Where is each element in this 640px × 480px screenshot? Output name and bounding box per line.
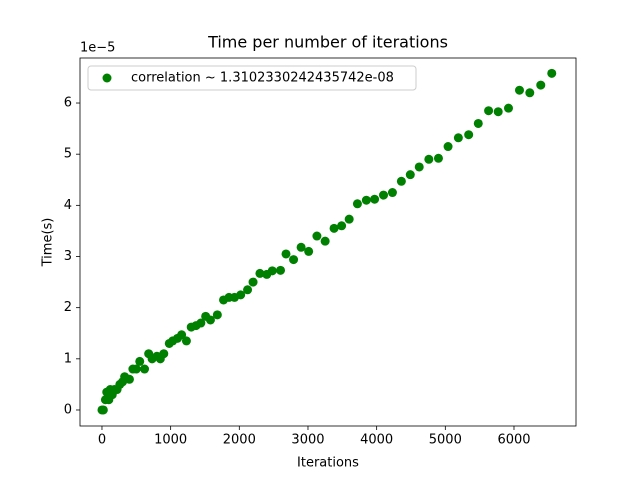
plot-frame xyxy=(79,57,577,427)
scatter-point xyxy=(304,246,314,256)
y-tick-label: 0 xyxy=(64,402,72,417)
x-axis-label: Iterations xyxy=(297,456,359,471)
chart-title: Time per number of iterations xyxy=(207,33,448,52)
scatter-point xyxy=(433,153,443,163)
y-tick-label: 1 xyxy=(64,351,72,366)
x-tick-label: 6000 xyxy=(497,433,530,448)
scatter-point xyxy=(503,103,513,113)
scatter-point xyxy=(320,236,330,246)
scatter-point xyxy=(181,336,191,346)
scatter-point xyxy=(473,118,483,128)
scatter-point xyxy=(159,349,169,359)
scatter-point xyxy=(140,364,150,374)
scatter-point xyxy=(525,88,535,98)
scatter-point xyxy=(352,199,362,209)
x-tick-label: 3000 xyxy=(291,433,324,448)
scatter-point xyxy=(453,133,463,143)
legend-label: correlation ~ 1.3102330242435742e-08 xyxy=(131,71,394,86)
scatter-point xyxy=(514,85,524,95)
scatter-point xyxy=(212,310,222,320)
scatter-point xyxy=(135,356,145,366)
scatter-point xyxy=(493,107,503,117)
scatter-point xyxy=(370,194,380,204)
scatter-point xyxy=(267,266,277,276)
scatter-point xyxy=(344,214,354,224)
scatter-point xyxy=(289,255,299,265)
scatter-point xyxy=(337,221,347,231)
scatter-point xyxy=(255,268,265,278)
y-axis-label: Time(s) xyxy=(41,218,56,268)
scatter-point xyxy=(387,188,397,198)
scatter-point xyxy=(177,330,187,340)
scatter-point xyxy=(329,223,339,233)
scatter-point xyxy=(276,265,286,275)
scatter-point xyxy=(196,318,206,328)
scatter-point xyxy=(131,364,141,374)
scatter-point xyxy=(405,170,415,180)
scatter-point xyxy=(98,405,108,415)
scatter-point xyxy=(379,190,389,200)
scatter-point xyxy=(281,249,291,259)
x-tick-label: 1000 xyxy=(154,433,187,448)
y-tick-label: 6 xyxy=(64,96,72,111)
scatter-point xyxy=(248,277,258,287)
x-tick-label: 4000 xyxy=(360,433,393,448)
scatter-point xyxy=(484,106,494,116)
scatter-point xyxy=(424,154,434,164)
y-tick-label: 2 xyxy=(64,300,72,315)
scatter-point xyxy=(536,80,546,90)
scatter-point xyxy=(124,374,134,384)
y-tick-label: 3 xyxy=(64,249,72,264)
scatter-point xyxy=(236,290,246,300)
scatter-point xyxy=(464,130,474,140)
scatter-point xyxy=(443,142,453,152)
scatter-point xyxy=(205,315,215,325)
legend-marker xyxy=(102,73,112,83)
scatter-point xyxy=(547,68,557,78)
y-tick-label: 4 xyxy=(64,198,72,213)
x-tick-label: 2000 xyxy=(223,433,256,448)
scatter-point xyxy=(361,195,371,205)
x-tick-label: 0 xyxy=(98,433,106,448)
scatter-point xyxy=(396,176,406,186)
x-tick-label: 5000 xyxy=(429,433,462,448)
y-tick-label: 5 xyxy=(64,147,72,162)
legend-box xyxy=(87,65,417,91)
scatter-point xyxy=(312,231,322,241)
scatter-point xyxy=(296,242,306,252)
y-offset-text: 1e−5 xyxy=(80,41,115,56)
scatter-point xyxy=(243,285,253,295)
scatter-point xyxy=(414,162,424,172)
